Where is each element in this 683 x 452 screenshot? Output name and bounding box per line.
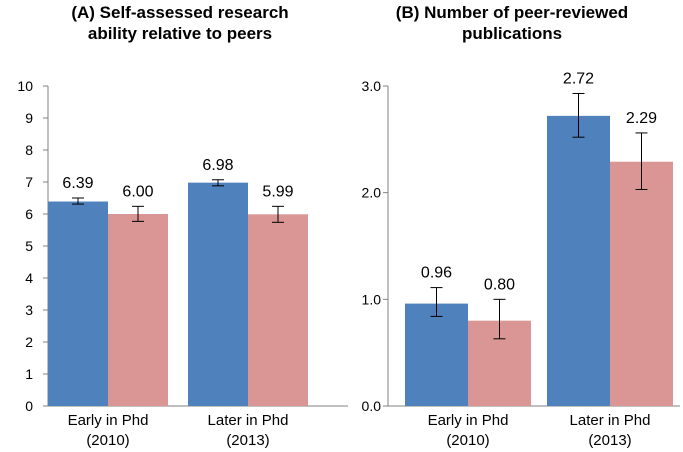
chart-b-data-label: 0.80: [484, 276, 515, 293]
chart-b-data-label: 2.72: [563, 70, 594, 87]
chart-b-title-line2: publications: [461, 24, 563, 43]
chart-b-bar: [547, 115, 610, 406]
chart-a-y-tick-label: 6: [25, 206, 33, 222]
chart-a-bar: [188, 182, 248, 406]
chart-a-data-label: 6.00: [122, 183, 153, 200]
chart-b-category-label: Early in Phd: [428, 412, 509, 429]
chart-a-y-tick-label: 7: [25, 174, 33, 190]
chart-a-y-tick-label: 2: [25, 334, 33, 350]
chart-a-y-tick-label: 3: [25, 302, 33, 318]
chart-b-category-label: (2010): [446, 432, 489, 449]
chart-a-category-label: Later in Phd: [208, 412, 289, 429]
chart-b-title: (B) Number of peer-reviewed publications: [352, 2, 672, 44]
chart-a-title-line1: (A) Self-assessed research: [71, 3, 289, 22]
chart-a-title-line2: ability relative to peers: [87, 24, 273, 43]
chart-a-y-tick-label: 10: [17, 78, 33, 94]
chart-a-bar: [248, 214, 308, 406]
chart-b-y-tick-label: 2.0: [362, 185, 382, 201]
chart-b-title-line1: (B) Number of peer-reviewed: [395, 3, 629, 22]
chart-a-data-label: 6.98: [202, 157, 233, 174]
chart-b-y-tick-label: 1.0: [362, 291, 382, 307]
chart-a-y-tick-label: 9: [25, 110, 33, 126]
chart-a-y-tick-label: 8: [25, 142, 33, 158]
chart-b-data-label: 2.29: [626, 110, 657, 127]
chart-b-y-tick-label: 3.0: [362, 78, 382, 94]
chart-a-category-label: (2010): [86, 432, 129, 449]
chart-a-data-label: 5.99: [262, 183, 293, 200]
chart-a-y-tick-label: 1: [25, 366, 33, 382]
chart-a-category-label: Early in Phd: [68, 412, 149, 429]
chart-a-data-label: 6.39: [62, 175, 93, 192]
chart-a-y-tick-label: 0: [25, 398, 33, 414]
chart-a-bar: [48, 201, 108, 406]
chart-a-bar: [108, 214, 168, 406]
chart-b-category-label: Later in Phd: [570, 412, 651, 429]
chart-a-title: (A) Self-assessed research ability relat…: [20, 2, 340, 44]
chart-a-category-label: (2013): [226, 432, 269, 449]
chart-a-y-tick-label: 5: [25, 238, 33, 254]
chart-a-y-tick-label: 4: [25, 270, 33, 286]
chart-b-data-label: 0.96: [421, 265, 452, 282]
chart-b-bar: [405, 303, 468, 406]
chart-b-y-tick-label: 0.0: [362, 398, 382, 414]
chart-b-category-label: (2013): [588, 432, 631, 449]
chart-b-bar: [610, 161, 673, 406]
